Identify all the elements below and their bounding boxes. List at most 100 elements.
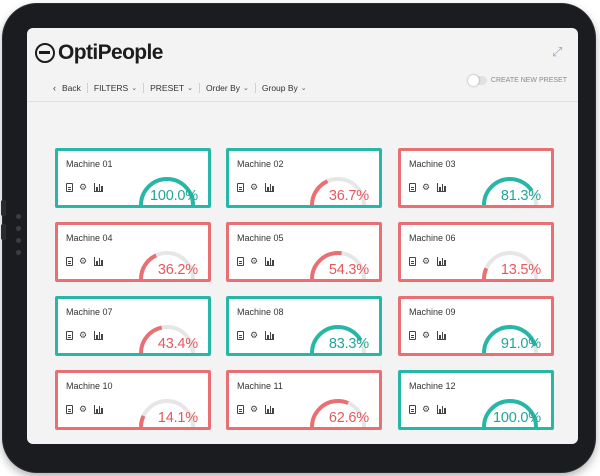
machine-card[interactable]: Machine 05 ⚙ 54.3% — [226, 222, 382, 282]
bar-chart-icon[interactable] — [437, 405, 446, 414]
header-divider — [27, 101, 578, 102]
gear-icon[interactable]: ⚙ — [79, 404, 88, 414]
machine-name: Machine 03 — [409, 159, 456, 169]
gear-icon[interactable]: ⚙ — [422, 330, 431, 340]
tablet-frame: OptiPeople ⤢ ‹ Back FILTERS ⌄ PRESET ⌄ O… — [1, 4, 595, 472]
machine-card[interactable]: Machine 08 ⚙ 83.3% — [226, 296, 382, 356]
gauge-fill — [482, 399, 538, 428]
machine-card[interactable]: Machine 03 ⚙ 81.3% — [398, 148, 554, 208]
gauge-fill — [139, 251, 195, 280]
bar-chart-icon[interactable] — [265, 257, 274, 266]
gear-icon[interactable]: ⚙ — [422, 404, 431, 414]
machine-card[interactable]: Machine 04 ⚙ 36.2% — [55, 222, 211, 282]
gauge-fill — [310, 399, 366, 428]
bar-chart-icon[interactable] — [94, 257, 103, 266]
document-icon[interactable] — [237, 405, 244, 414]
card-actions: ⚙ — [237, 257, 274, 266]
bar-chart-icon[interactable] — [265, 405, 274, 414]
card-actions: ⚙ — [237, 183, 274, 192]
toolbar: ‹ Back FILTERS ⌄ PRESET ⌄ Order By ⌄ Gro… — [47, 83, 313, 93]
machine-card[interactable]: Machine 10 ⚙ 14.1% — [55, 370, 211, 430]
machine-card[interactable]: Machine 07 ⚙ 43.4% — [55, 296, 211, 356]
gear-icon[interactable]: ⚙ — [250, 182, 259, 192]
machine-percent: 81.3% — [500, 188, 541, 204]
document-icon[interactable] — [409, 257, 416, 266]
machine-name: Machine 12 — [409, 381, 456, 391]
machine-name: Machine 02 — [237, 159, 284, 169]
document-icon[interactable] — [66, 257, 73, 266]
machine-name: Machine 01 — [66, 159, 113, 169]
machine-percent: 36.7% — [328, 188, 369, 204]
machine-percent: 91.0% — [500, 336, 541, 352]
gauge-fill — [310, 177, 366, 206]
gear-icon[interactable]: ⚙ — [79, 256, 88, 266]
document-icon[interactable] — [237, 183, 244, 192]
gauge-fill — [482, 251, 538, 280]
chevron-down-icon: ⌄ — [131, 85, 138, 92]
gear-icon[interactable]: ⚙ — [422, 256, 431, 266]
machine-card[interactable]: Machine 02 ⚙ 36.7% — [226, 148, 382, 208]
gauge-fill — [139, 325, 195, 354]
document-icon[interactable] — [66, 331, 73, 340]
gauge-fill — [482, 325, 538, 354]
logo-text: OptiPeople — [58, 41, 163, 64]
back-button[interactable]: ‹ Back — [47, 83, 88, 93]
document-icon[interactable] — [409, 331, 416, 340]
gear-icon[interactable]: ⚙ — [422, 182, 431, 192]
create-preset-label: CREATE NEW PRESET — [490, 77, 567, 84]
gear-icon[interactable]: ⚙ — [250, 330, 259, 340]
back-label: Back — [62, 83, 81, 93]
machine-card[interactable]: Machine 12 ⚙ 100.0% — [398, 370, 554, 430]
bar-chart-icon[interactable] — [94, 183, 103, 192]
gauge — [139, 177, 195, 206]
machine-name: Machine 09 — [409, 307, 456, 317]
bar-chart-icon[interactable] — [437, 331, 446, 340]
bar-chart-icon[interactable] — [437, 183, 446, 192]
toggle-switch[interactable] — [467, 75, 487, 86]
machine-name: Machine 11 — [237, 381, 283, 391]
machine-percent: 54.3% — [328, 262, 369, 278]
create-preset-toggle[interactable]: CREATE NEW PRESET — [467, 75, 567, 86]
gauge — [310, 251, 366, 280]
machine-card[interactable]: Machine 11 ⚙ 62.6% — [226, 370, 382, 430]
chevron-down-icon: ⌄ — [300, 85, 307, 92]
gauge — [482, 251, 538, 280]
card-actions: ⚙ — [409, 405, 446, 414]
machine-card[interactable]: Machine 01 ⚙ 100.0% — [55, 148, 211, 208]
gauge — [482, 399, 538, 428]
document-icon[interactable] — [66, 183, 73, 192]
gear-icon[interactable]: ⚙ — [250, 404, 259, 414]
gauge-fill — [482, 177, 538, 206]
bar-chart-icon[interactable] — [265, 331, 274, 340]
document-icon[interactable] — [66, 405, 73, 414]
bar-chart-icon[interactable] — [94, 331, 103, 340]
machine-card[interactable]: Machine 06 ⚙ 13.5% — [398, 222, 554, 282]
expand-icon[interactable]: ⤢ — [552, 44, 563, 59]
chevron-left-icon: ‹ — [53, 83, 56, 93]
order-by-dropdown[interactable]: Order By ⌄ — [200, 83, 256, 93]
bar-chart-icon[interactable] — [94, 405, 103, 414]
filters-dropdown[interactable]: FILTERS ⌄ — [88, 83, 145, 93]
document-icon[interactable] — [409, 183, 416, 192]
chevron-down-icon: ⌄ — [187, 85, 193, 92]
group-by-dropdown[interactable]: Group By ⌄ — [256, 83, 313, 93]
document-icon[interactable] — [409, 405, 416, 414]
bar-chart-icon[interactable] — [265, 183, 274, 192]
gauge-fill — [310, 251, 366, 280]
document-icon[interactable] — [237, 331, 244, 340]
bar-chart-icon[interactable] — [437, 257, 446, 266]
preset-dropdown[interactable]: PRESET ⌄ — [144, 83, 200, 93]
gear-icon[interactable]: ⚙ — [79, 182, 88, 192]
gear-icon[interactable]: ⚙ — [250, 256, 259, 266]
side-button — [1, 200, 6, 216]
document-icon[interactable] — [237, 257, 244, 266]
machine-percent: 100.0% — [493, 410, 541, 426]
card-actions: ⚙ — [409, 257, 446, 266]
logo[interactable]: OptiPeople — [35, 40, 163, 66]
machine-card[interactable]: Machine 09 ⚙ 91.0% — [398, 296, 554, 356]
gear-icon[interactable]: ⚙ — [79, 330, 88, 340]
app-header: OptiPeople ⤢ ‹ Back FILTERS ⌄ PRESET ⌄ O… — [27, 28, 578, 100]
card-actions: ⚙ — [66, 405, 103, 414]
gauge — [310, 399, 366, 428]
gauge — [139, 399, 195, 428]
